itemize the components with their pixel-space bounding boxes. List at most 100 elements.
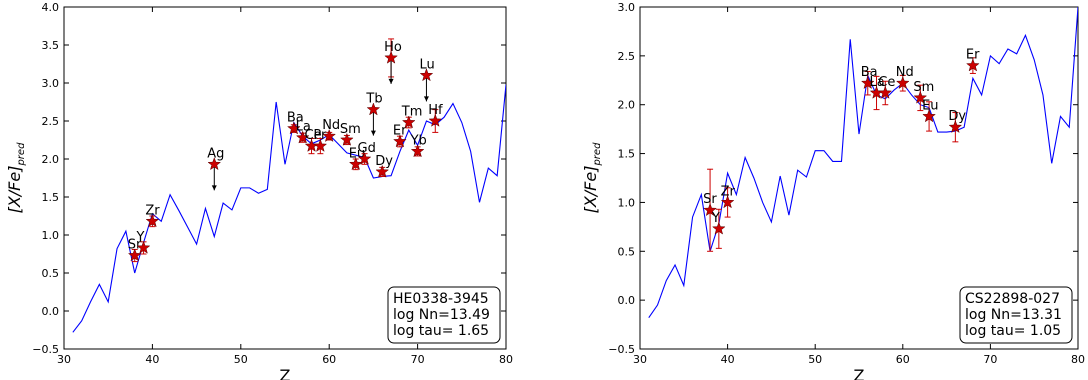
x-tick-label: 60: [322, 353, 336, 366]
y-tick-label: 3.0: [618, 1, 636, 14]
y-tick-label: 0.5: [618, 245, 636, 258]
info-box-line: log Nn=13.31: [965, 307, 1062, 323]
star-marker: [286, 121, 301, 135]
y-tick-label: 2.5: [42, 115, 60, 128]
star-marker: [357, 151, 372, 165]
x-tick-label: 80: [1071, 353, 1085, 366]
info-box: [959, 286, 1073, 344]
info-box: [387, 286, 501, 344]
star-marker: [948, 119, 963, 134]
element-label: Sm: [340, 122, 361, 137]
upper-limit-arrow-head: [388, 78, 394, 84]
model-line: [648, 7, 1078, 319]
x-tick-label: 40: [721, 353, 735, 366]
element-label: Nd: [322, 118, 340, 133]
element-label: Y: [136, 230, 145, 245]
x-tick-label: 70: [983, 353, 997, 366]
element-label: Y: [711, 211, 720, 226]
element-label: Pr: [313, 128, 327, 143]
star-marker: [720, 195, 735, 209]
element-label: Tm: [401, 105, 423, 120]
element-label: Ho: [384, 40, 402, 55]
x-tick-label: 40: [145, 353, 159, 366]
info-box-line: log tau= 1.65: [393, 323, 489, 339]
x-tick-label: 30: [633, 353, 647, 366]
star-marker: [401, 115, 416, 129]
x-tick-label: 50: [808, 353, 822, 366]
element-label: Dy: [375, 154, 393, 169]
chart-panel-left: 30 40 50 60 70 80 −0.5 0.0 0.5 1.0 1.5 2.0 2.5 3.0 3.5…: [5, 1, 513, 380]
x-tick-label: 80: [499, 353, 513, 366]
element-label: Hf: [428, 103, 443, 118]
star-marker: [393, 134, 407, 148]
star-marker: [913, 90, 928, 104]
element-label: Sm: [913, 80, 934, 95]
star-marker: [136, 240, 151, 254]
star-marker: [860, 75, 875, 90]
star-marker: [375, 164, 390, 178]
star-marker: [384, 50, 398, 64]
star-marker: [127, 248, 142, 262]
star-marker: [966, 58, 980, 72]
star-marker: [207, 157, 222, 171]
element-label: Ag: [207, 146, 224, 161]
element-label: Er: [966, 48, 980, 63]
upper-limit-arrow-head: [211, 185, 217, 191]
y-axis-title: [X/Fe]pred: [581, 142, 603, 214]
element-label: Nd: [896, 65, 914, 80]
star-marker: [428, 113, 443, 127]
y-tick-label: 0.5: [42, 267, 60, 280]
info-box-line: log tau= 1.05: [965, 323, 1061, 339]
star-marker: [878, 85, 893, 99]
star-marker: [145, 214, 160, 228]
element-label: Ba: [861, 65, 878, 80]
upper-limit-arrow-head: [423, 96, 429, 102]
y-tick-label: 3.5: [42, 39, 60, 52]
element-label: Dy: [948, 109, 966, 124]
info-box-line: log Nn=13.49: [393, 307, 490, 323]
element-label: La: [870, 75, 885, 90]
element-label: La: [296, 120, 311, 135]
star-marker: [295, 130, 310, 144]
element-label: Yb: [410, 133, 427, 148]
element-label: Ce: [305, 128, 322, 143]
star-marker: [922, 109, 936, 123]
y-tick-label: 2.0: [42, 153, 60, 166]
star-marker: [340, 132, 354, 146]
x-tick-label: 30: [57, 353, 71, 366]
y-tick-label: 3.0: [42, 77, 60, 90]
star-marker: [419, 68, 434, 82]
star-marker: [348, 157, 363, 171]
x-axis-title: Z: [854, 366, 865, 380]
element-label: Ce: [878, 75, 895, 90]
element-label: Sr: [703, 192, 717, 207]
element-label: Tb: [365, 92, 382, 107]
element-label: Zr: [145, 203, 160, 218]
chart-panel-right: 30 40 50 60 70 80 −0.5 0.0 0.5 1.0 1.5 2.0 2.5 3.0 Z [X…: [581, 1, 1085, 380]
info-box-line: CS22898-027: [965, 291, 1060, 307]
y-axis-title: [X/Fe]pred: [5, 142, 27, 214]
star-marker: [711, 221, 726, 235]
star-marker: [410, 144, 425, 158]
y-tick-label: 2.5: [618, 50, 636, 63]
y-tick-label: 1.0: [42, 229, 60, 242]
star-marker: [366, 102, 381, 116]
x-tick-label: 70: [411, 353, 425, 366]
y-tick-label: −0.5: [608, 343, 635, 356]
y-tick-label: 1.0: [618, 196, 636, 209]
element-label: Sr: [128, 238, 142, 253]
element-label: Gd: [358, 141, 376, 156]
star-marker: [313, 138, 328, 152]
star-marker: [703, 203, 717, 217]
x-tick-label: 50: [234, 353, 248, 366]
y-tick-label: 2.0: [618, 99, 636, 112]
y-tick-label: −0.5: [32, 343, 59, 356]
y-tick-label: 1.5: [42, 191, 60, 204]
upper-limit-arrow-head: [370, 130, 376, 136]
y-tick-label: 1.5: [618, 148, 636, 161]
y-tick-label: 0.0: [618, 294, 636, 307]
element-label: Er: [393, 124, 407, 139]
x-tick-label: 60: [896, 353, 910, 366]
y-tick-label: 0.0: [42, 305, 60, 318]
